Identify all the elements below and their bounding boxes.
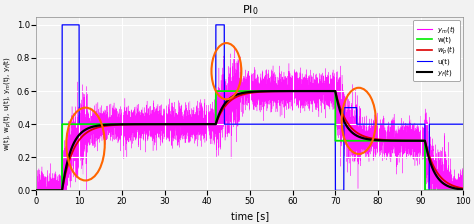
Legend: $y_m(t)$, w(t), $w_p(t)$, u(t), $y_f(t)$: $y_m(t)$, w(t), $w_p(t)$, u(t), $y_f(t)$ xyxy=(413,20,460,81)
X-axis label: time [s]: time [s] xyxy=(231,211,269,221)
Title: PI$_0$: PI$_0$ xyxy=(242,3,258,17)
Y-axis label: w(t), w$_p$(t), u(t), y$_m$(t), y$_f$(t): w(t), w$_p$(t), u(t), y$_m$(t), y$_f$(t) xyxy=(3,56,14,151)
